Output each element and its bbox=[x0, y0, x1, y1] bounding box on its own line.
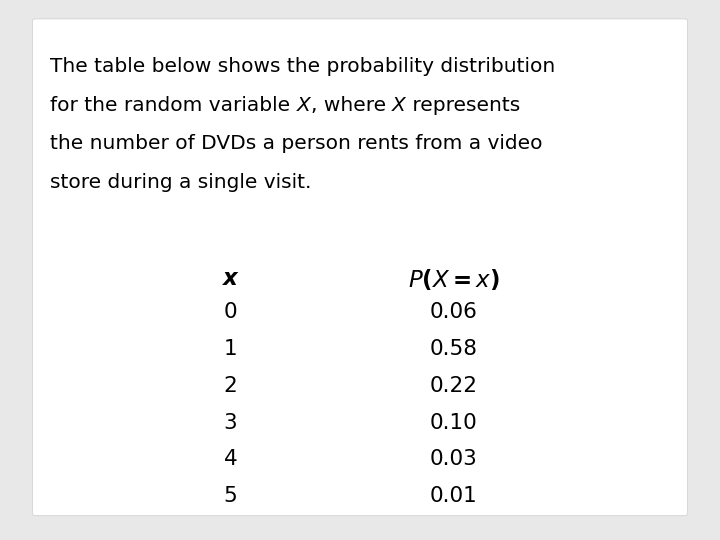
Text: 0.22: 0.22 bbox=[430, 376, 477, 396]
Text: 1: 1 bbox=[224, 339, 237, 359]
Text: x: x bbox=[223, 267, 238, 291]
Text: represents: represents bbox=[406, 96, 520, 114]
Text: 5: 5 bbox=[223, 486, 238, 506]
Text: X: X bbox=[392, 96, 406, 114]
Text: 4: 4 bbox=[223, 449, 238, 469]
Text: , where: , where bbox=[310, 96, 392, 114]
Text: 0.58: 0.58 bbox=[430, 339, 477, 359]
Text: The table below shows the probability distribution: The table below shows the probability di… bbox=[50, 57, 556, 76]
Text: 3: 3 bbox=[224, 413, 237, 433]
Text: the number of DVDs a person rents from a video: the number of DVDs a person rents from a… bbox=[50, 134, 543, 153]
Text: 0.03: 0.03 bbox=[430, 449, 477, 469]
Text: 0.10: 0.10 bbox=[430, 413, 477, 433]
Text: 0: 0 bbox=[224, 302, 237, 322]
Text: 0.06: 0.06 bbox=[430, 302, 477, 322]
Text: $\mathbf{\mathit{P}(\mathit{X} = \mathit{x})}$: $\mathbf{\mathit{P}(\mathit{X} = \mathit… bbox=[408, 267, 500, 292]
FancyBboxPatch shape bbox=[32, 19, 688, 516]
Text: store during a single visit.: store during a single visit. bbox=[50, 173, 312, 192]
Text: 0.01: 0.01 bbox=[430, 486, 477, 506]
Text: for the random variable: for the random variable bbox=[50, 96, 297, 114]
Text: X: X bbox=[297, 96, 310, 114]
Text: 2: 2 bbox=[223, 376, 238, 396]
